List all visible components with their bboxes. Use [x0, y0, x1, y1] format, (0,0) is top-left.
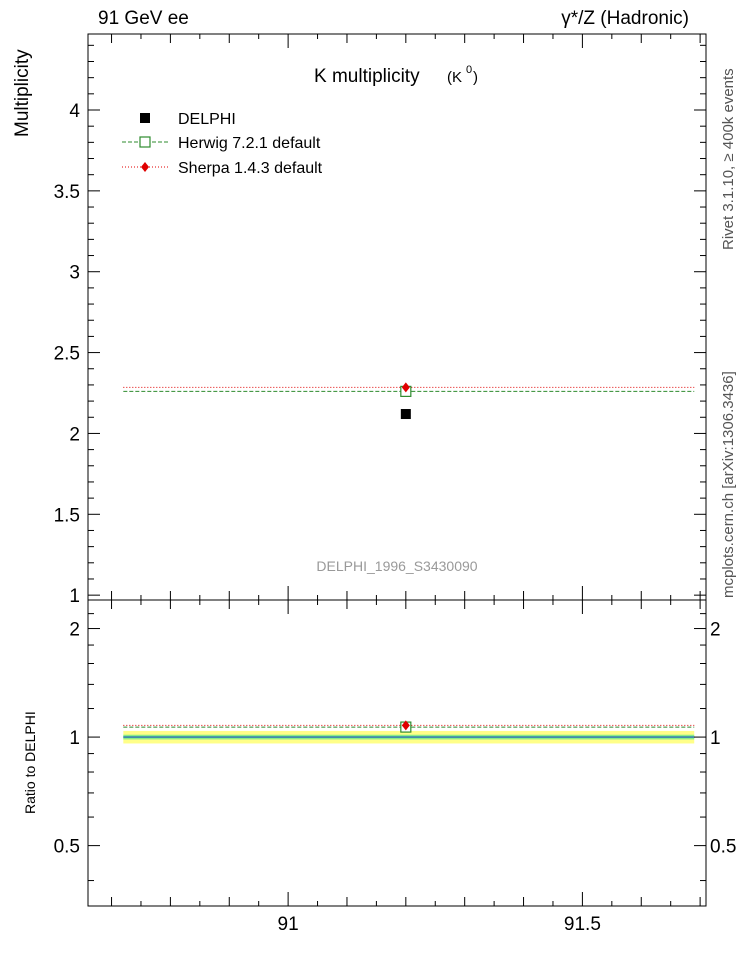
sherpa-marker [401, 382, 410, 393]
header-left-label: 91 GeV ee [98, 8, 189, 29]
legend-entry-label: DELPHI [178, 111, 236, 128]
ratio-x-tick-label: 91.5 [564, 914, 601, 935]
analysis-watermark: DELPHI_1996_S3430090 [316, 558, 477, 574]
ratio-y-tick-label: 0.5 [54, 837, 80, 858]
delphi-data-point [400, 409, 411, 420]
main-y-tick-label: 3 [69, 263, 80, 284]
legend-entry-label: Sherpa 1.4.3 default [178, 160, 323, 177]
ratio-y-tick-label-right: 2 [710, 620, 721, 641]
ratio-y-tick-label-right: 1 [710, 728, 721, 749]
header-right-label: γ*/Z (Hadronic) [561, 8, 689, 29]
chart-title-superscript: 0 [466, 64, 472, 76]
chart-title-paren: ) [473, 69, 478, 86]
main-y-tick-label: 2 [69, 424, 80, 445]
main-y-tick-label: 4 [69, 101, 80, 122]
chart-title-particle: (K [447, 69, 462, 86]
ratio-y-tick-label: 2 [69, 620, 80, 641]
ratio-y-tick-label-right: 0.5 [710, 837, 736, 858]
sherpa-ratio-marker [401, 720, 410, 731]
legend-herwig-marker [139, 136, 151, 148]
ratio-y-tick-label: 1 [69, 728, 80, 749]
ratio-x-tick-label: 91 [278, 914, 299, 935]
legend-sherpa-marker [141, 162, 149, 172]
chart-title: K multiplicity [314, 66, 420, 87]
legend-delphi-marker [140, 113, 150, 123]
main-y-tick-label: 1 [69, 586, 80, 607]
legend-entry-label: Herwig 7.2.1 default [178, 135, 321, 152]
main-y-tick-label: 3.5 [54, 182, 80, 203]
ratio-plot-frame [87, 599, 707, 907]
main-y-tick-label: 1.5 [54, 505, 80, 526]
main-y-tick-label: 2.5 [54, 344, 80, 365]
